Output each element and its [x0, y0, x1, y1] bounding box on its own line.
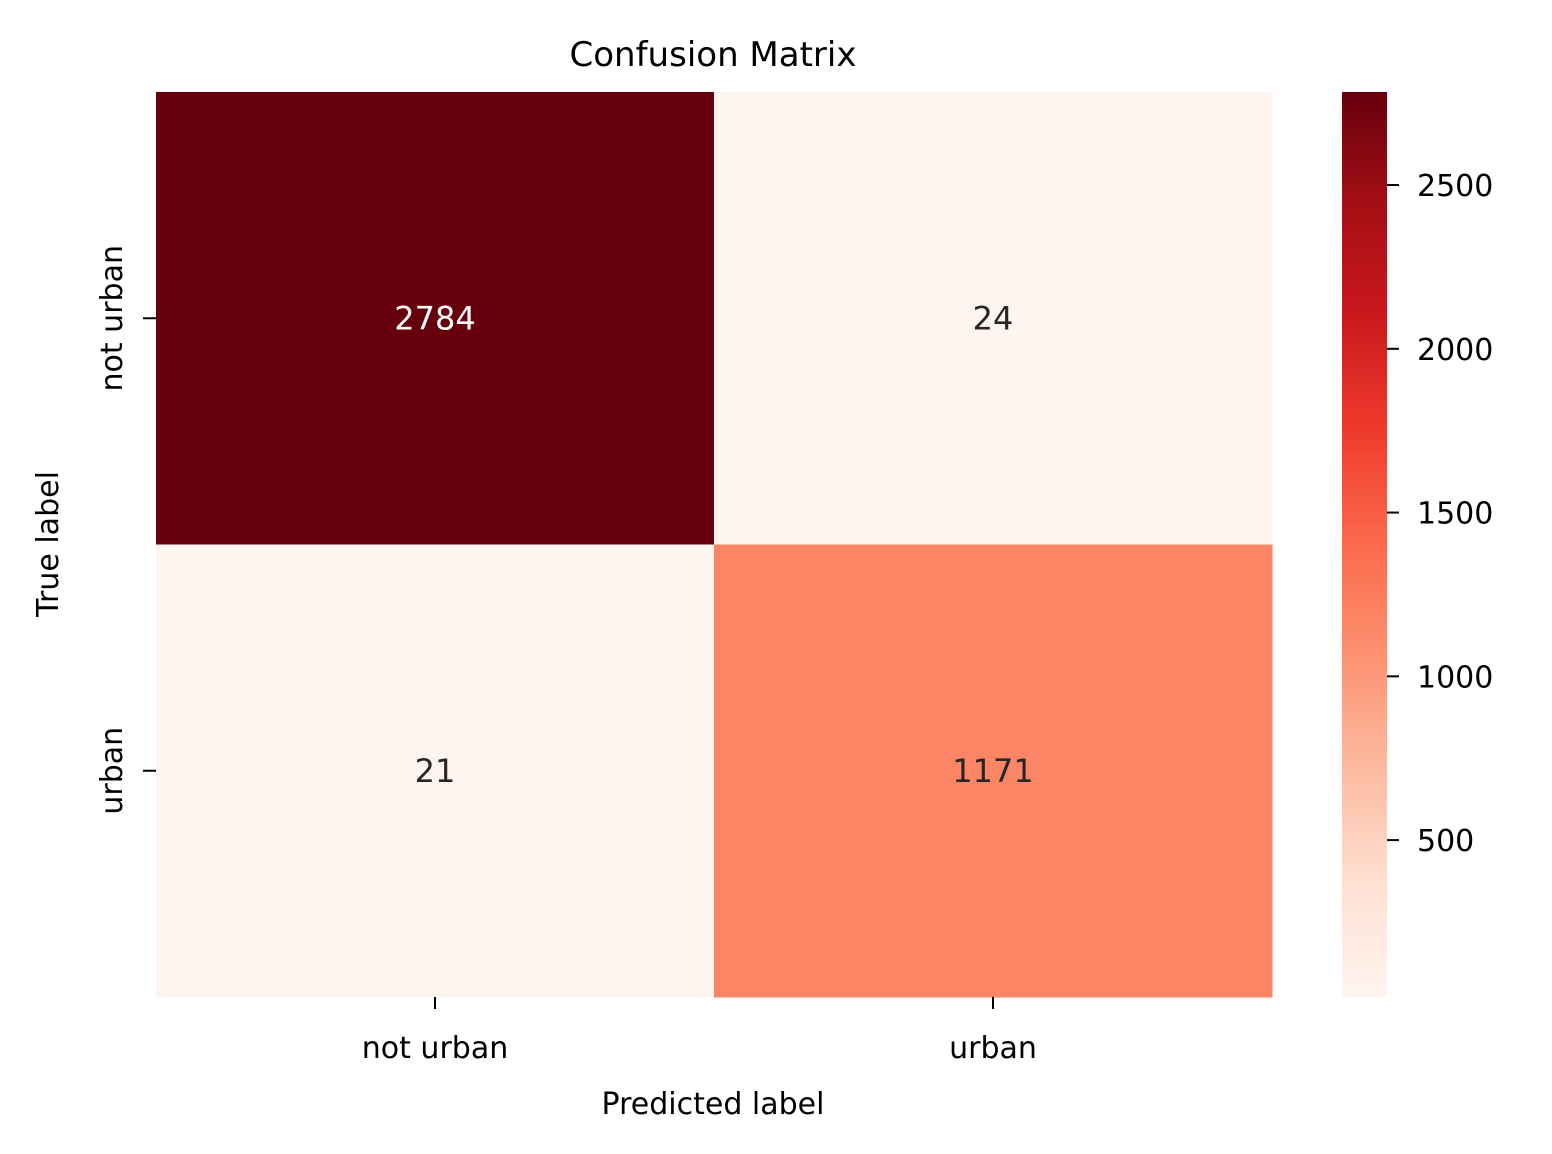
heatmap-cell [714, 92, 1273, 545]
y-axis-label: True label [31, 471, 66, 618]
y-axis: not urban urban [95, 245, 156, 815]
heatmap-cells: 2784 24 21 1171 [156, 92, 1273, 998]
y-tick-label: urban [95, 727, 130, 815]
cell-value-label: 2784 [394, 299, 475, 337]
colorbar-tick-label: 2500 [1417, 169, 1493, 204]
x-tick-label: urban [949, 1031, 1037, 1066]
x-axis-label: Predicted label [602, 1087, 825, 1122]
cell-value-label: 24 [973, 299, 1014, 337]
cell-value-label: 21 [415, 752, 456, 790]
colorbar-tick-label: 2000 [1417, 333, 1493, 368]
chart-title: Confusion Matrix [570, 35, 857, 75]
colorbar-ticks: 500 1000 1500 2000 2500 [1387, 169, 1493, 859]
cell-value-label: 1171 [952, 752, 1033, 790]
x-axis: not urban urban [362, 997, 1037, 1066]
colorbar-tick-label: 1500 [1417, 497, 1493, 532]
x-tick-label: not urban [362, 1031, 508, 1066]
heatmap-cell [156, 544, 715, 998]
heatmap-cell [156, 92, 715, 545]
colorbar-tick-label: 500 [1417, 824, 1474, 859]
y-tick-label: not urban [95, 245, 130, 391]
colorbar [1342, 92, 1387, 997]
colorbar-tick-label: 1000 [1417, 660, 1493, 695]
heatmap-cell [714, 544, 1273, 998]
